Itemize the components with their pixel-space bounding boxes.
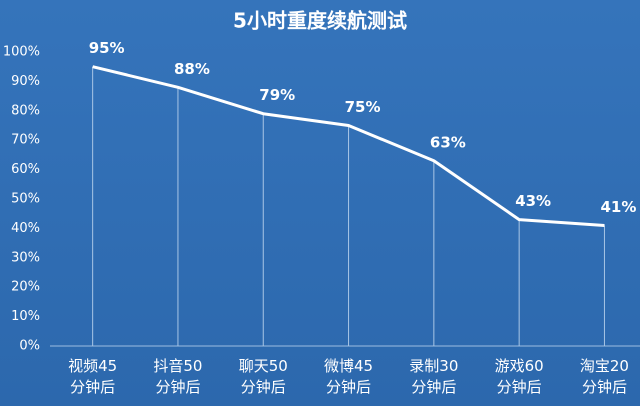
x-tick-line: 录制30 [409,357,458,375]
data-label: 79% [259,86,295,104]
x-tick-label: 淘宝20 分钟后 [580,357,629,396]
x-tick-line: 淘宝20 [580,357,629,375]
x-tick-label: 录制30 分钟后 [409,357,458,396]
y-tick-label: 20% [11,280,40,295]
y-tick-label: 40% [11,221,40,236]
x-tick-label: 游戏60 分钟后 [495,357,544,396]
y-tick-label: 30% [11,250,40,265]
data-label: 75% [345,98,381,116]
x-tick-label: 视频45 分钟后 [68,357,117,396]
y-tick-label: 10% [11,309,40,324]
x-tick-line: 分钟后 [241,378,286,396]
y-tick-label: 50% [11,192,40,207]
x-tick-line: 分钟后 [155,378,200,396]
data-label: 95% [89,39,125,57]
x-tick-line: 游戏60 [495,357,544,375]
data-label: 41% [600,198,636,216]
y-tick-label: 80% [11,103,40,118]
x-tick-line: 视频45 [68,357,117,375]
x-tick-line: 聊天50 [239,357,288,375]
x-tick-label: 聊天50 分钟后 [239,357,288,396]
x-tick-line: 抖音50 [153,357,202,375]
data-label: 43% [515,192,551,210]
x-tick-label: 微博45 分钟后 [324,357,373,396]
x-tick-line: 分钟后 [70,378,115,396]
data-line [92,65,605,227]
x-tick-line: 分钟后 [582,378,627,396]
y-tick-label: 90% [11,74,40,89]
x-tick-line: 分钟后 [497,378,542,396]
x-tick-label: 抖音50 分钟后 [153,357,202,396]
data-label: 88% [174,60,210,78]
x-tick-line: 微博45 [324,357,373,375]
x-tick-line: 分钟后 [411,378,456,396]
y-tick-label: 60% [11,162,40,177]
chart-title: 5小时重度续航测试 [233,9,407,33]
y-tick-label: 100% [3,45,40,60]
y-tick-label: 70% [11,133,40,148]
y-tick-label: 0% [19,339,40,354]
data-label: 63% [430,133,466,151]
x-tick-line: 分钟后 [326,378,371,396]
